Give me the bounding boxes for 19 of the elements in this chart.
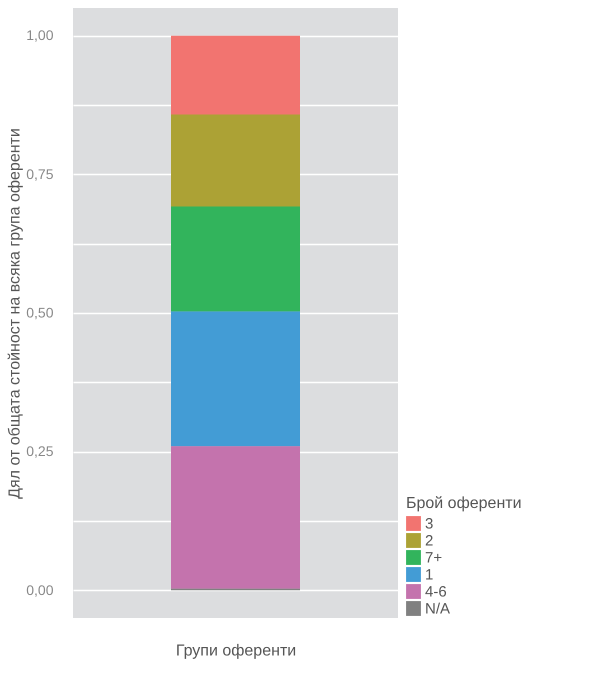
y-axis-title: Дял от общата стойност на всяка група оференти bbox=[6, 128, 24, 499]
legend-label: 2 bbox=[425, 532, 434, 550]
bar bbox=[171, 114, 300, 207]
x-axis-title: Групи оференти bbox=[176, 642, 296, 660]
y-tick-label: 0,00 bbox=[26, 582, 54, 598]
legend-label: 4-6 bbox=[425, 584, 447, 600]
bar bbox=[171, 311, 300, 446]
bar bbox=[171, 36, 300, 114]
y-tick-label: 0,75 bbox=[26, 166, 54, 182]
legend-label: 1 bbox=[425, 566, 434, 584]
legend-label: N/A bbox=[425, 600, 450, 618]
y-tick-label: 0,25 bbox=[26, 443, 54, 460]
bar bbox=[171, 206, 300, 312]
legend-title: Брой оференти bbox=[406, 495, 522, 512]
y-tick-label: 0,50 bbox=[26, 304, 54, 320]
y-tick-label: 1,00 bbox=[26, 27, 54, 44]
bar bbox=[171, 446, 300, 589]
legend-label: 3 bbox=[425, 516, 434, 532]
legend-label: 7+ bbox=[425, 550, 442, 566]
